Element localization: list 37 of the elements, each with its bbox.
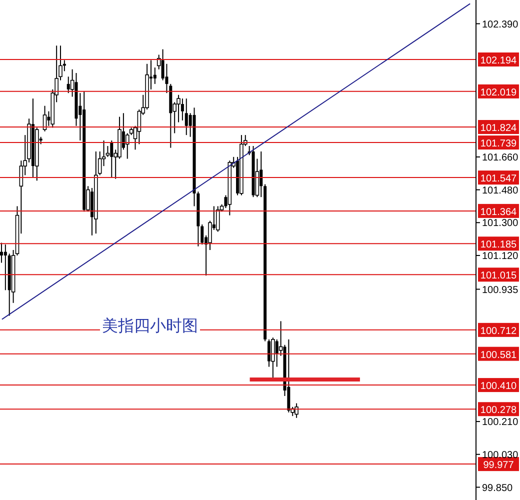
ref-line-label: 100.278 (480, 405, 518, 416)
ref-line-label: 102.194 (480, 55, 518, 66)
ref-line-label: 101.547 (480, 174, 518, 185)
candlestick (260, 150, 263, 198)
candlestick (66, 76, 70, 94)
candlestick (268, 338, 271, 368)
ref-line-label: 102.019 (480, 87, 518, 98)
candlestick (200, 224, 204, 246)
candlestick (216, 206, 220, 232)
y-tick-label: 102.390 (482, 19, 519, 30)
ref-line-label: 100.410 (480, 381, 518, 392)
y-tick-label: 101.480 (482, 185, 519, 196)
ref-line-label: 100.581 (480, 350, 518, 361)
candlestick (153, 67, 156, 84)
ref-line-label: 100.712 (480, 326, 518, 337)
ref-line-label: 101.185 (480, 240, 518, 251)
candlestick (0, 242, 3, 264)
candlestick (271, 337, 275, 378)
candlestick (275, 338, 278, 368)
y-tick-label: 100.210 (482, 417, 519, 428)
candlestick (184, 98, 188, 136)
candlestick (287, 338, 290, 413)
ref-line-label: 101.739 (480, 138, 518, 150)
text: 美指四小时图 (100, 316, 200, 337)
candlestick (4, 244, 7, 291)
ref-line-label: 101.824 (480, 123, 518, 134)
ref-line-label: 101.364 (480, 206, 518, 218)
y-tick-label: 99.850 (482, 482, 514, 494)
y-tick-label: 101.120 (482, 251, 519, 262)
candlestick (110, 140, 114, 178)
y-tick-label: 101.660 (482, 152, 519, 164)
candlestick (180, 98, 184, 121)
y-tick-label: 100.935 (482, 284, 519, 296)
ref-line-label: 99.977 (483, 460, 514, 472)
ref-line-label: 101.015 (480, 270, 518, 282)
y-tick-label: 101.300 (482, 218, 519, 230)
candlestick (294, 402, 298, 418)
